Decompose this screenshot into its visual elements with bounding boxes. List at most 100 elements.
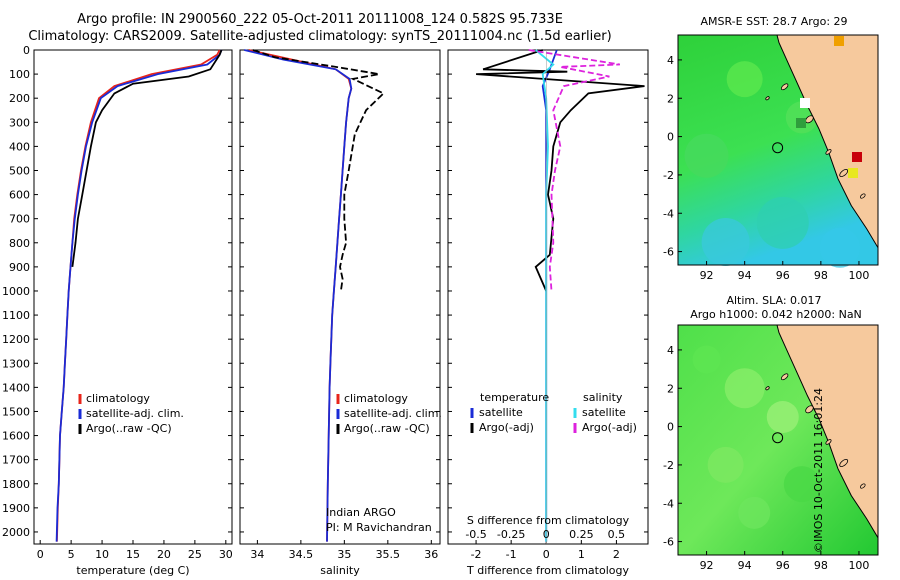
map-y-tick-label: -2 (663, 459, 674, 472)
legend-label: satellite (479, 406, 523, 419)
map-y-tick-label: -2 (663, 169, 674, 182)
sst-cell-3 (796, 118, 806, 128)
x-tick-label: 35.5 (376, 548, 401, 561)
island-1 (805, 115, 814, 124)
series-line-0 (541, 49, 558, 542)
island-4 (859, 483, 866, 489)
x-tick-label: 34.5 (289, 548, 314, 561)
series-line-1 (244, 49, 353, 542)
map-y-tick-label: 0 (667, 421, 674, 434)
map-x-tick-label: 96 (776, 269, 790, 282)
legend-label: Argo(-adj) (582, 421, 637, 434)
y-tick-label: 1300 (2, 357, 30, 370)
y-tick-label: 1400 (2, 381, 30, 394)
field-patch-5 (738, 496, 771, 529)
map-y-tick-label: -4 (663, 497, 674, 510)
island-0 (780, 83, 789, 91)
y-tick-label: 2000 (2, 526, 30, 539)
x-tick-label: 0 (543, 548, 550, 561)
x-tick-label: 0 (37, 548, 44, 561)
legend-label: Argo(..raw -QC) (344, 422, 430, 435)
map-x-tick-label: 94 (738, 269, 752, 282)
legend-label: climatology (86, 392, 150, 405)
island-4 (859, 193, 866, 199)
argo-location-marker (772, 142, 784, 154)
top-tick-label: 0.5 (608, 528, 626, 541)
series-line-2 (71, 49, 223, 268)
map-y-tick-label: -6 (663, 536, 674, 549)
y-tick-label: 700 (9, 213, 30, 226)
field-patch-0 (724, 368, 765, 409)
map-y-tick-label: 2 (667, 382, 674, 395)
y-tick-label: 1200 (2, 333, 30, 346)
plot-frame (33, 49, 233, 545)
field-patch-0 (726, 61, 763, 98)
legend-group-salinity: salinity (583, 391, 623, 404)
y-tick-label: 600 (9, 189, 30, 202)
y-tick-label: 1000 (2, 285, 30, 298)
y-tick-label: 300 (9, 116, 30, 129)
land-sumatra (776, 324, 879, 540)
island-5 (765, 386, 770, 391)
legend-label: Argo(..raw -QC) (86, 422, 172, 435)
map-y-tick-label: 0 (667, 131, 674, 144)
x-tick-label: 20 (157, 548, 171, 561)
figure-subtitle: Climatology: CARS2009. Satellite-adjuste… (28, 29, 612, 44)
y-tick-label: 1600 (2, 430, 30, 443)
field-patch-1 (707, 446, 744, 483)
map1-title: AMSR-E SST: 28.7 Argo: 29 (700, 15, 847, 28)
y-tick-label: 1800 (2, 478, 30, 491)
y-tick-label: 1500 (2, 405, 30, 418)
island-0 (780, 373, 789, 381)
y-tick-label: 1100 (2, 309, 30, 322)
y-tick-label: 1900 (2, 502, 30, 515)
x-tick-label: 2 (613, 548, 620, 561)
y-tick-label: 400 (9, 140, 30, 153)
island-3 (839, 168, 849, 177)
x-axis-label: salinity (320, 564, 360, 577)
y-tick-label: 100 (9, 68, 30, 81)
land-sumatra (776, 34, 879, 250)
legend-label: climatology (344, 392, 408, 405)
series-line-0 (248, 49, 353, 542)
field-patch-4 (819, 227, 860, 268)
panel-difference: -2 -1 0 1 2 T difference from climatology temp… (447, 49, 649, 577)
field-patch-3 (701, 218, 750, 266)
field-patch-1 (684, 133, 729, 178)
island-2 (825, 149, 832, 155)
field-patch-2 (766, 401, 799, 433)
x-tick-label: 36 (424, 548, 438, 561)
y-tick-label: 0 (23, 44, 30, 57)
x-tick-label: 30 (219, 548, 233, 561)
legend-label: satellite-adj. clim. (344, 407, 442, 420)
map-x-tick-label: 98 (814, 269, 828, 282)
map-y-tick-label: -4 (663, 207, 674, 220)
y-tick-label: 800 (9, 237, 30, 250)
map-sst-map: 92 94 96 98 100 4 2 0 -2 -4 -6 (663, 34, 879, 282)
figure-title: Argo profile: IN 2900560_222 05-Oct-2011… (77, 12, 563, 27)
map-x-tick-label: 96 (776, 559, 790, 572)
map-y-tick-label: 4 (667, 54, 674, 67)
top-tick-label: 0.25 (569, 528, 594, 541)
x-tick-label: 10 (95, 548, 109, 561)
y-tick-label: 500 (9, 164, 30, 177)
series-line-1 (55, 49, 223, 542)
top-tick-label: -0.5 (465, 528, 486, 541)
series-line-2 (252, 49, 386, 292)
argo-location-marker (772, 432, 784, 444)
x-tick-label: 15 (126, 548, 140, 561)
island-5 (765, 96, 770, 101)
x-tick-label: 35 (337, 548, 351, 561)
sst-cell-0 (852, 152, 862, 162)
map2-title: Altim. SLA: 0.017 (726, 294, 821, 307)
map-x-tick-label: 94 (738, 559, 752, 572)
map-x-tick-label: 92 (700, 269, 714, 282)
plot-frame (239, 49, 441, 545)
series-line-0 (56, 49, 221, 542)
field-patch-4 (783, 466, 820, 503)
map-y-tick-label: 4 (667, 344, 674, 357)
map-x-tick-label: 100 (848, 559, 869, 572)
plot-frame (447, 49, 649, 545)
x-tick-label: 1 (578, 548, 585, 561)
